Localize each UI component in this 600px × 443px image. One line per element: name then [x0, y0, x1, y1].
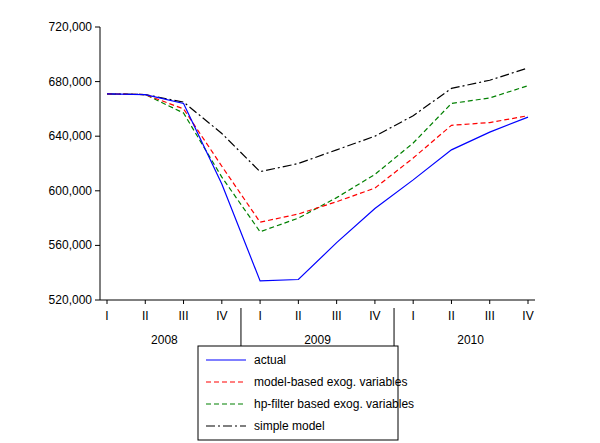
x-axis [100, 300, 535, 301]
x-tick [336, 300, 337, 304]
x-tick-label: II [448, 309, 455, 323]
y-tick-label: 680,000 [49, 75, 93, 89]
y-tick-label: 640,000 [49, 129, 93, 143]
plot-area [107, 68, 528, 281]
y-tick-label: 520,000 [49, 293, 93, 307]
legend-label: actual [254, 353, 286, 367]
y-tick [95, 81, 100, 82]
x-tick [374, 300, 375, 304]
x-group-label: 2008 [151, 333, 178, 347]
x-tick-label: I [105, 309, 108, 323]
x-tick [183, 300, 184, 304]
x-tick [489, 300, 490, 304]
x-tick [221, 300, 222, 304]
y-tick [95, 136, 100, 137]
legend-label: simple model [254, 419, 325, 433]
x-tick-label: III [485, 309, 495, 323]
y-axis [100, 27, 101, 300]
x-tick-label: II [142, 309, 149, 323]
y-tick [95, 27, 100, 28]
series-line [107, 94, 528, 281]
legend-swatch [206, 403, 246, 404]
y-tick-label: 560,000 [49, 238, 93, 252]
legend-box [198, 346, 398, 440]
x-group-label: 2010 [457, 333, 484, 347]
x-tick-label: IV [522, 309, 533, 323]
y-tick-label: 600,000 [49, 184, 93, 198]
y-tick [95, 245, 100, 246]
x-tick-label: IV [369, 309, 380, 323]
group-separator [394, 308, 395, 348]
x-tick-label: IV [216, 309, 227, 323]
x-tick-label: II [295, 309, 302, 323]
x-tick [107, 300, 108, 304]
x-tick-label: I [258, 309, 261, 323]
x-tick [413, 300, 414, 304]
series-line [107, 68, 528, 172]
x-tick [145, 300, 146, 304]
y-tick [95, 300, 100, 301]
legend-swatch [206, 425, 246, 426]
legend-label: model-based exog. variables [254, 375, 407, 389]
x-tick-label: I [412, 309, 415, 323]
y-tick [95, 190, 100, 191]
legend-swatch [206, 381, 246, 382]
series-line [107, 86, 528, 232]
chart: 520,000 560,000 600,000 640,000 680,000 720,0… [0, 0, 600, 443]
x-tick [528, 300, 529, 304]
x-tick-label: III [179, 309, 189, 323]
y-tick-label: 720,000 [49, 20, 93, 34]
series-line [107, 94, 528, 222]
legend-label: hp-filter based exog. variables [254, 397, 414, 411]
x-tick [298, 300, 299, 304]
group-separator [240, 308, 241, 348]
x-tick [451, 300, 452, 304]
x-group-label: 2009 [304, 333, 331, 347]
x-tick-label: III [332, 309, 342, 323]
x-tick [260, 300, 261, 304]
legend-swatch [206, 359, 246, 360]
